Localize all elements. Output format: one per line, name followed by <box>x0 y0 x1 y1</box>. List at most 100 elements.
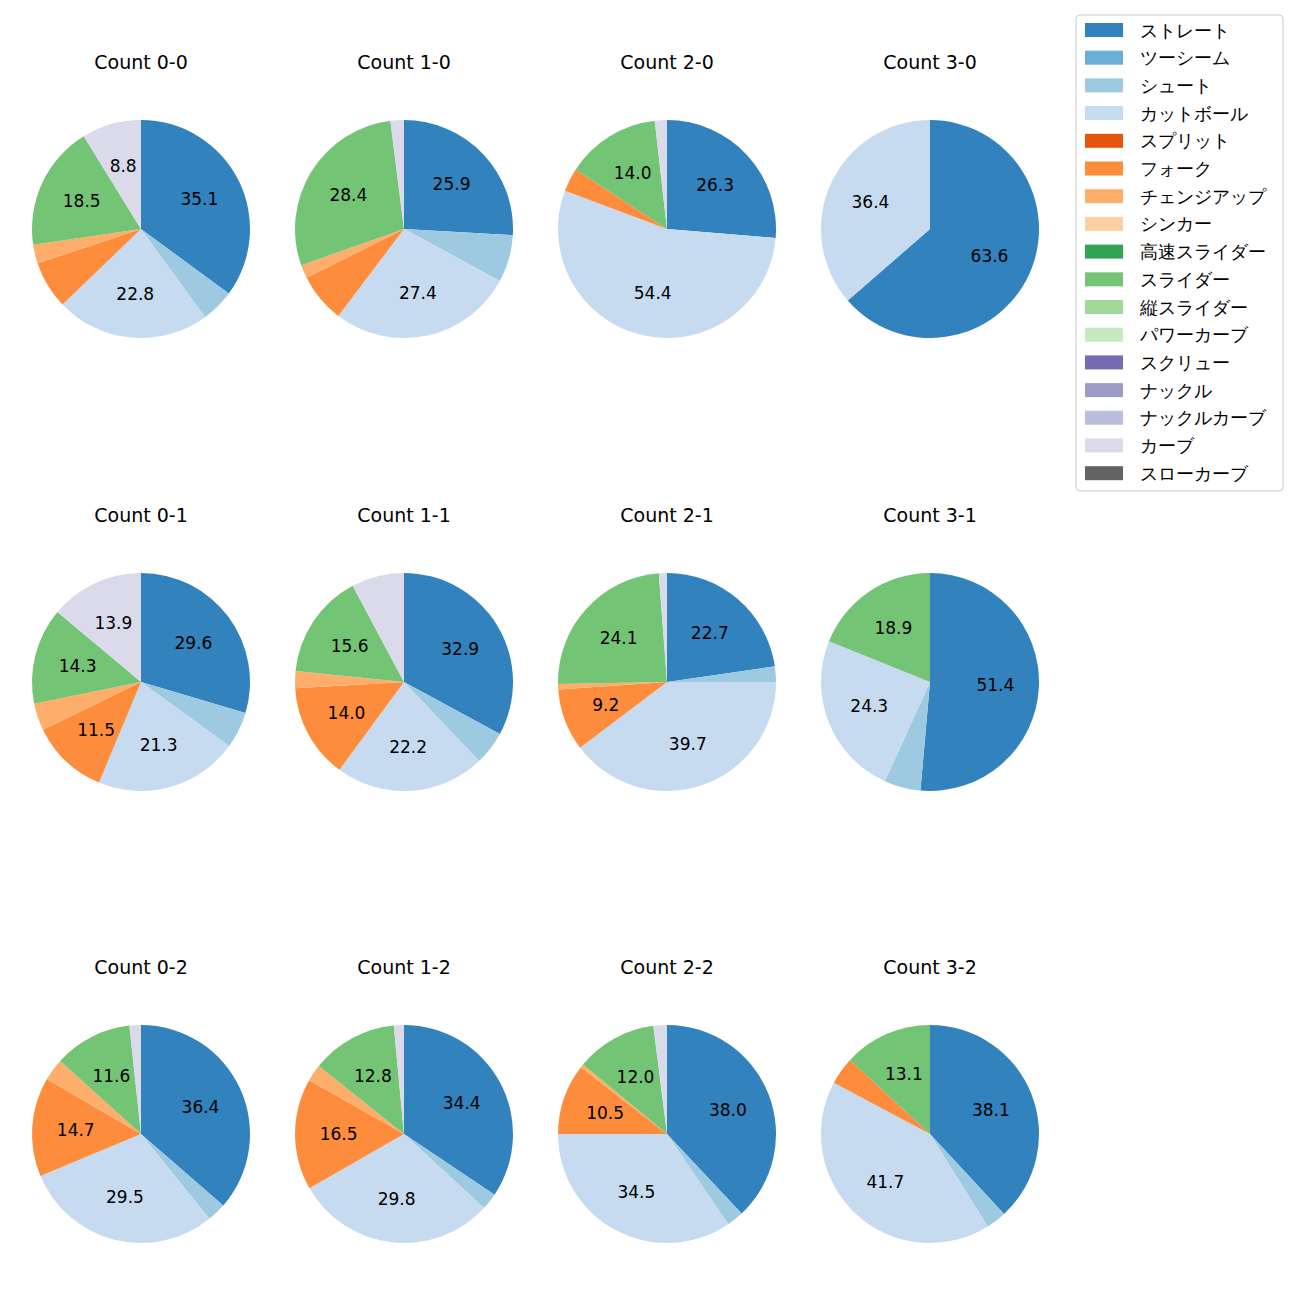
data-label: 32.9 <box>441 639 479 659</box>
pie-slice <box>653 1025 667 1134</box>
legend-label: ストレート <box>1140 20 1230 41</box>
data-label: 18.5 <box>63 191 101 211</box>
data-label: 11.6 <box>92 1066 130 1086</box>
legend-swatch <box>1085 134 1123 148</box>
pie: Count 3-063.636.4 <box>821 51 1039 338</box>
pie: Count 3-151.424.318.9 <box>821 504 1039 791</box>
legend-swatch <box>1085 162 1123 176</box>
legend-swatch <box>1085 106 1123 120</box>
legend-label: スローカーブ <box>1140 463 1249 484</box>
legend-label: 高速スライダー <box>1140 241 1266 262</box>
pie-slice <box>129 1025 141 1134</box>
pie-slice <box>576 121 667 229</box>
data-label: 22.2 <box>389 737 427 757</box>
data-label: 29.6 <box>174 633 212 653</box>
data-label: 10.5 <box>586 1103 624 1123</box>
legend-label: カットボール <box>1140 103 1248 124</box>
data-label: 36.4 <box>852 192 890 212</box>
pie-title: Count 2-0 <box>620 51 714 73</box>
pie-slice <box>84 120 141 229</box>
legend-label: カーブ <box>1140 435 1195 456</box>
data-label: 22.7 <box>691 623 729 643</box>
background <box>0 0 1300 1300</box>
legend-swatch <box>1085 300 1123 314</box>
chart: Count 0-035.122.818.58.8Count 1-025.927.… <box>0 0 1300 1300</box>
pie-slice <box>558 573 667 684</box>
data-label: 34.4 <box>443 1093 481 1113</box>
pie-slice <box>583 1026 667 1134</box>
data-label: 21.3 <box>140 735 178 755</box>
pie-title: Count 0-2 <box>94 956 188 978</box>
legend-swatch <box>1085 411 1123 425</box>
pie-slice <box>353 573 404 682</box>
data-label: 29.8 <box>378 1189 416 1209</box>
data-label: 15.6 <box>331 636 369 656</box>
legend-swatch <box>1085 355 1123 369</box>
pie-slice <box>558 682 667 748</box>
pie-slice <box>659 573 667 682</box>
pie-slice <box>390 120 404 229</box>
data-label: 35.1 <box>180 189 218 209</box>
pie-title: Count 2-2 <box>620 956 714 978</box>
legend-label: ツーシーム <box>1140 47 1230 68</box>
pie-slice <box>850 1025 930 1134</box>
data-label: 14.3 <box>59 656 97 676</box>
data-label: 14.0 <box>328 703 366 723</box>
data-label: 36.4 <box>182 1097 220 1117</box>
pie-slice <box>404 120 513 235</box>
legend-swatch <box>1085 245 1123 259</box>
pie-title: Count 1-1 <box>357 504 451 526</box>
legend-label: シュート <box>1140 75 1212 96</box>
pie: Count 0-0 35.1 22.8 18.5 8.8 <box>32 51 250 338</box>
legend-label: パワーカーブ <box>1139 324 1249 345</box>
pie-slice <box>580 682 776 791</box>
pie-slice <box>655 120 667 229</box>
pie-slice <box>295 682 404 770</box>
data-label: 38.0 <box>709 1100 747 1120</box>
legend-swatch <box>1085 217 1123 231</box>
pie-title: Count 0-0 <box>94 51 188 73</box>
legend-swatch <box>1085 272 1123 286</box>
data-label: 9.2 <box>592 695 619 715</box>
pie-slice <box>558 1134 728 1243</box>
data-label: 27.4 <box>399 283 437 303</box>
data-label: 16.5 <box>320 1124 358 1144</box>
pie-slice <box>920 573 1039 791</box>
pie-slice <box>667 666 776 682</box>
legend-swatch <box>1085 51 1123 65</box>
pie-title: Count 1-0 <box>357 51 451 73</box>
data-label: 34.5 <box>617 1182 655 1202</box>
legend-label: ナックルカーブ <box>1140 407 1267 428</box>
pie-slice <box>295 121 404 265</box>
pie: Count 1-1 32.9 22.2 14.0 15.6 <box>295 504 513 791</box>
pie: Count 2-238.034.510.512.0 <box>558 956 776 1243</box>
pie: Count 2-026.354.414.0 <box>558 51 776 338</box>
legend-swatch <box>1085 78 1123 92</box>
legend-swatch <box>1085 328 1123 342</box>
data-label: 14.7 <box>57 1120 95 1140</box>
legend-label: チェンジアップ <box>1140 186 1267 207</box>
pie-slice <box>667 120 776 238</box>
data-label: 14.0 <box>614 163 652 183</box>
data-label: 11.5 <box>77 720 115 740</box>
data-label: 8.8 <box>110 156 137 176</box>
legend-label: ナックル <box>1140 380 1212 401</box>
data-label: 26.3 <box>696 175 734 195</box>
pie-title: Count 0-1 <box>94 504 188 526</box>
pie-title: Count 3-2 <box>883 956 977 978</box>
legend: ストレートツーシームシュートカットボールスプリットフォークチェンジアップシンカー… <box>1076 15 1283 491</box>
data-label: 41.7 <box>866 1172 904 1192</box>
data-label: 63.6 <box>971 246 1009 266</box>
pie-slice <box>829 573 930 682</box>
pie-title: Count 3-1 <box>883 504 977 526</box>
legend-swatch <box>1085 189 1123 203</box>
legend-swatch <box>1085 23 1123 37</box>
data-label: 18.9 <box>874 618 912 638</box>
pie-slice <box>821 120 930 301</box>
data-label: 51.4 <box>976 675 1014 695</box>
legend-swatch <box>1085 466 1123 480</box>
pie-slice <box>60 1026 141 1134</box>
pie-slice <box>394 1025 404 1134</box>
data-label: 22.8 <box>116 284 154 304</box>
data-label: 39.7 <box>669 734 707 754</box>
